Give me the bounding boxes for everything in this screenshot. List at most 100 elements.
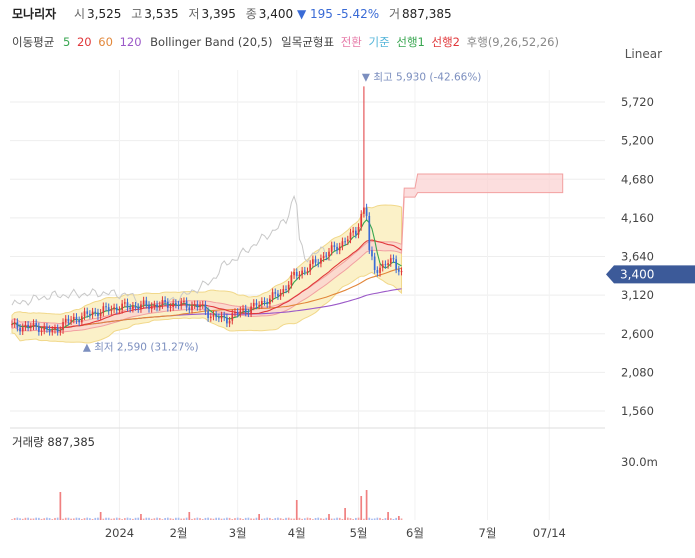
candle-body	[199, 305, 201, 307]
y-tick-label: 5,200	[621, 134, 654, 148]
ichimoku-conversion-label[interactable]: 전환	[340, 35, 362, 49]
volume-bar	[56, 517, 59, 520]
ma20-label[interactable]: 20	[76, 35, 92, 49]
x-tick-label: 5월	[350, 526, 368, 540]
candle-body	[99, 312, 102, 317]
candle-body	[121, 303, 123, 310]
candle-body	[201, 304, 204, 306]
candle-body	[48, 329, 51, 332]
volume-bar	[188, 512, 191, 520]
candle-body	[279, 292, 282, 297]
candle-body	[91, 311, 94, 316]
candle-body	[13, 322, 16, 325]
volume-bar	[341, 518, 344, 520]
candle-body	[263, 300, 266, 303]
volume-bar	[199, 518, 201, 520]
ma60-label[interactable]: 60	[98, 35, 113, 49]
volume-bar	[239, 518, 242, 520]
volume-label: 거	[388, 7, 401, 21]
candle-body	[175, 302, 177, 305]
candle-body	[43, 326, 46, 331]
volume-bar	[97, 517, 99, 520]
candle-body	[260, 300, 263, 305]
ichimoku-lagging-line	[11, 194, 332, 314]
ichimoku-base-label[interactable]: 기준	[368, 35, 390, 49]
candle-body	[54, 328, 56, 330]
candle-body	[336, 246, 338, 251]
volume-bar	[349, 518, 352, 520]
ichimoku-lead2-label[interactable]: 선행2	[431, 35, 460, 49]
candle-body	[325, 255, 328, 257]
volume-bar	[314, 517, 317, 520]
ichimoku-lagging-label[interactable]: 후행(9,26,52,26)	[466, 35, 559, 49]
volume-bar	[166, 517, 169, 520]
volume-bar	[258, 514, 260, 520]
volume-bar	[115, 517, 118, 520]
candle-body	[35, 323, 38, 327]
close-label: 종	[245, 7, 257, 21]
x-tick-label: 07/14	[533, 526, 566, 540]
current-price-tag	[606, 265, 695, 284]
candle-body	[118, 309, 121, 311]
candle-body	[330, 245, 333, 252]
candle-body	[40, 330, 43, 332]
ichimoku-lead1-label[interactable]: 선행1	[396, 35, 425, 49]
candle-body	[59, 330, 62, 332]
volume-bar	[132, 518, 134, 520]
x-tick-label: 6월	[406, 526, 424, 540]
volume-bar	[260, 518, 263, 520]
indicator-legend: 이동평균 5 20 60 120 Bollinger Band (20,5) 일…	[12, 34, 564, 50]
candle-body	[107, 307, 110, 312]
volume-bar	[368, 517, 371, 520]
volume-bar	[231, 519, 234, 520]
volume-bar	[175, 517, 177, 520]
candle-body	[338, 246, 341, 251]
candle-body	[164, 300, 166, 302]
candle-body	[19, 327, 21, 332]
candle-body	[105, 306, 107, 308]
ma5-label[interactable]: 5	[62, 35, 71, 49]
volume-bar	[59, 492, 62, 520]
candle-body	[266, 302, 269, 305]
scale-mode-toggle[interactable]: Linear	[624, 47, 662, 61]
candle-body	[285, 289, 287, 291]
candle-body	[290, 275, 293, 285]
candle-body	[395, 259, 398, 270]
volume-bar	[129, 518, 132, 520]
ma120-label[interactable]: 120	[119, 35, 142, 49]
high-value: 3,535	[144, 7, 179, 21]
volume-bar	[48, 518, 51, 520]
volume-title: 거래량 887,385	[12, 435, 95, 449]
candle-body	[258, 304, 260, 306]
candle-body	[298, 274, 301, 277]
volume-bar	[303, 518, 306, 520]
volume-bar	[183, 518, 185, 520]
volume-bar	[328, 514, 330, 520]
volume-bar	[78, 517, 81, 520]
candle-body	[234, 311, 236, 314]
volume-bar	[371, 518, 373, 520]
volume-bar	[387, 512, 389, 520]
low-value: 3,395	[201, 7, 236, 21]
y-tick-label: 3,120	[621, 288, 654, 302]
ichimoku-label[interactable]: 일목균형표	[281, 35, 335, 49]
volume-bar	[236, 517, 239, 520]
volume-bar	[140, 514, 142, 520]
volume-bar	[363, 518, 365, 520]
volume-bar	[201, 519, 204, 520]
volume-bar	[209, 518, 212, 520]
candle-body	[64, 318, 67, 323]
volume-bar	[29, 518, 32, 520]
bollinger-label[interactable]: Bollinger Band (20,5)	[150, 35, 273, 49]
candle-body	[27, 324, 29, 328]
ma-label[interactable]: 이동평균	[12, 35, 55, 49]
candle-body	[191, 305, 193, 310]
candle-body	[295, 272, 298, 277]
volume-bar	[38, 517, 40, 520]
candle-body	[70, 319, 72, 322]
low-annotation: ▲ 최저 2,590 (31.27%)	[83, 341, 199, 353]
stock-header: 모나리자 시 3,525 고 3,535 저 3,395 종 3,400 ▼ 195 -…	[12, 5, 452, 22]
candle-body	[193, 304, 196, 306]
volume-bar	[376, 517, 379, 520]
